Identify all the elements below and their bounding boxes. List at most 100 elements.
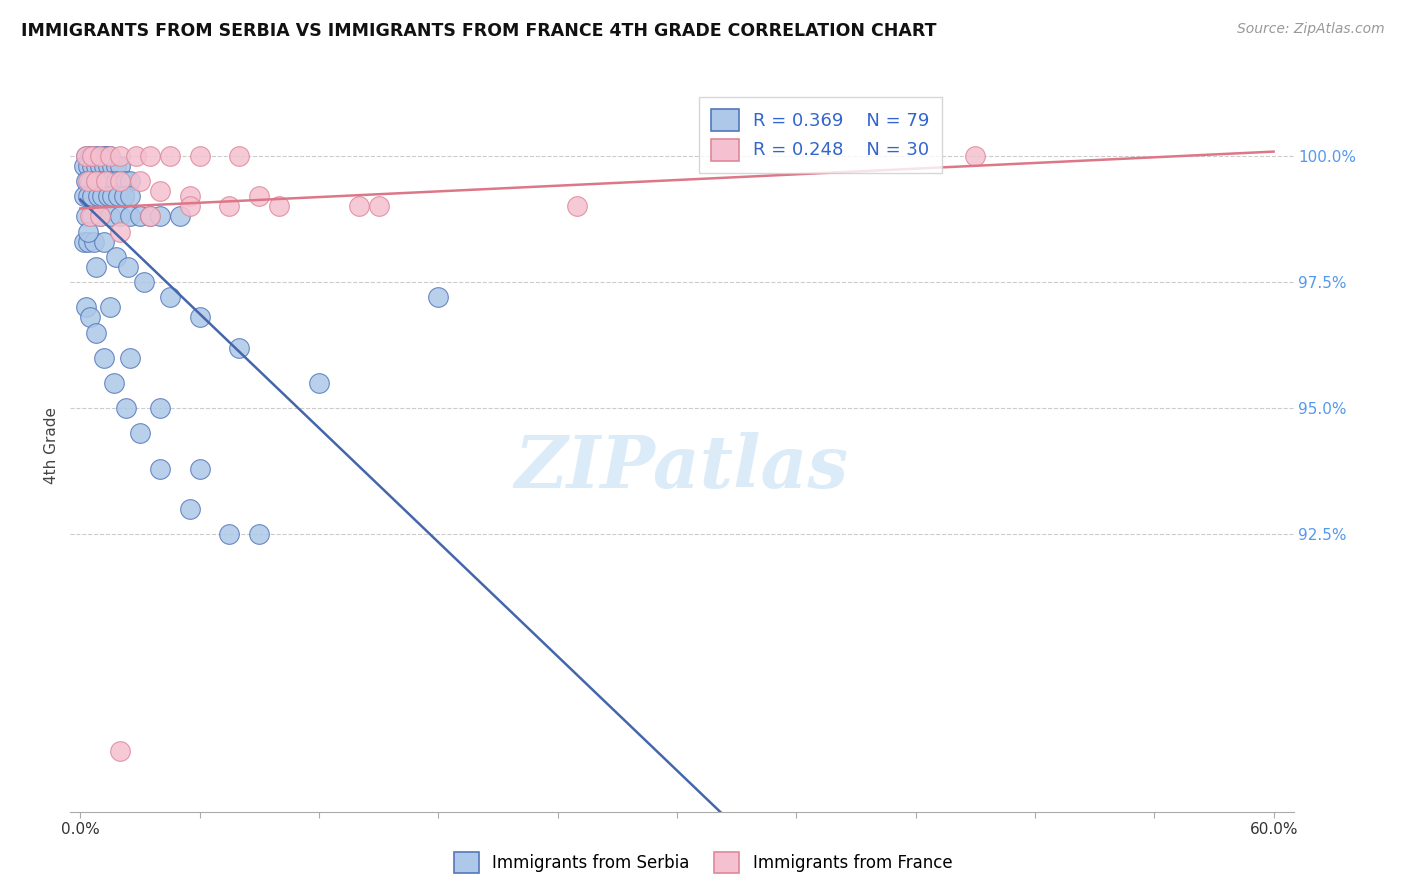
Text: ZIPatlas: ZIPatlas — [515, 433, 849, 503]
Point — [98, 300, 121, 314]
Point — [129, 174, 152, 188]
Point — [89, 159, 111, 173]
Text: Source: ZipAtlas.com: Source: ZipAtlas.com — [1237, 22, 1385, 37]
Point — [75, 300, 97, 314]
Point — [93, 159, 115, 173]
Point — [93, 351, 115, 365]
Point — [101, 189, 124, 203]
Point — [159, 290, 181, 304]
Point — [149, 210, 172, 224]
Point — [108, 744, 131, 758]
Point — [108, 159, 131, 173]
Legend: R = 0.369    N = 79, R = 0.248    N = 30: R = 0.369 N = 79, R = 0.248 N = 30 — [699, 96, 942, 173]
Point — [79, 210, 101, 224]
Point — [87, 189, 110, 203]
Point — [108, 225, 131, 239]
Point — [91, 149, 114, 163]
Point — [308, 376, 330, 390]
Point — [149, 184, 172, 198]
Point — [82, 159, 104, 173]
Point — [179, 189, 201, 203]
Point — [89, 174, 111, 188]
Point — [188, 310, 211, 325]
Point — [98, 149, 121, 163]
Point — [347, 199, 370, 213]
Point — [84, 159, 107, 173]
Point — [83, 235, 105, 249]
Point — [179, 199, 201, 213]
Point — [94, 174, 117, 188]
Point — [91, 189, 114, 203]
Point — [97, 189, 120, 203]
Point — [129, 426, 152, 441]
Point — [118, 174, 141, 188]
Point — [118, 210, 141, 224]
Point — [105, 159, 128, 173]
Point — [77, 235, 100, 249]
Point — [188, 461, 211, 475]
Point — [77, 225, 100, 239]
Point — [129, 210, 152, 224]
Point — [117, 260, 139, 274]
Point — [77, 159, 100, 173]
Point — [115, 401, 138, 416]
Point — [83, 149, 105, 163]
Point — [115, 174, 138, 188]
Point — [228, 149, 250, 163]
Point — [112, 189, 135, 203]
Text: IMMIGRANTS FROM SERBIA VS IMMIGRANTS FROM FRANCE 4TH GRADE CORRELATION CHART: IMMIGRANTS FROM SERBIA VS IMMIGRANTS FRO… — [21, 22, 936, 40]
Point — [169, 210, 191, 224]
Point — [98, 210, 121, 224]
Point — [367, 199, 389, 213]
Point — [247, 527, 270, 541]
Point — [75, 149, 97, 163]
Point — [108, 174, 131, 188]
Point — [105, 250, 128, 264]
Point — [103, 376, 125, 390]
Point — [188, 149, 211, 163]
Point — [82, 210, 104, 224]
Point — [269, 199, 291, 213]
Point — [84, 326, 107, 340]
Point — [75, 149, 97, 163]
Point — [89, 210, 111, 224]
Point — [77, 174, 100, 188]
Point — [218, 199, 240, 213]
Point — [98, 149, 121, 163]
Point — [965, 149, 987, 163]
Point — [82, 189, 104, 203]
Y-axis label: 4th Grade: 4th Grade — [44, 408, 59, 484]
Point — [89, 149, 111, 163]
Point — [159, 149, 181, 163]
Point — [98, 174, 121, 188]
Point — [94, 149, 117, 163]
Point — [89, 210, 111, 224]
Point — [101, 159, 124, 173]
Point — [108, 174, 131, 188]
Point — [139, 149, 162, 163]
Point — [89, 149, 111, 163]
Point — [149, 461, 172, 475]
Point — [73, 159, 96, 173]
Point — [105, 174, 128, 188]
Point — [79, 174, 101, 188]
Point — [87, 149, 110, 163]
Point — [107, 189, 129, 203]
Point — [94, 174, 117, 188]
Point — [84, 174, 107, 188]
Point — [125, 149, 148, 163]
Point — [247, 189, 270, 203]
Point — [567, 199, 589, 213]
Point — [73, 189, 96, 203]
Point — [77, 189, 100, 203]
Point — [75, 210, 97, 224]
Point — [97, 149, 120, 163]
Point — [139, 210, 162, 224]
Point — [84, 174, 107, 188]
Point — [73, 235, 96, 249]
Point — [108, 149, 131, 163]
Point — [218, 527, 240, 541]
Point — [82, 149, 104, 163]
Point — [93, 235, 115, 249]
Point — [108, 210, 131, 224]
